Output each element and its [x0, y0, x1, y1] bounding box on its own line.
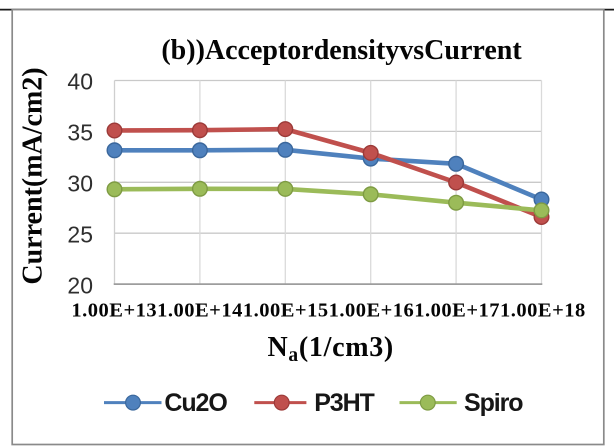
svg-text:Current(mA/cm2): Current(mA/cm2) [18, 67, 49, 284]
svg-text:Spiro: Spiro [464, 389, 523, 417]
svg-text:25: 25 [67, 221, 93, 247]
svg-text:35: 35 [67, 120, 93, 146]
svg-text:P3HT: P3HT [314, 389, 374, 417]
svg-text:Na(1/cm3): Na(1/cm3) [268, 332, 394, 366]
svg-text:30: 30 [67, 171, 93, 197]
svg-text:20: 20 [67, 272, 93, 298]
svg-text:(b))AcceptordensityvsCurrent: (b))AcceptordensityvsCurrent [161, 35, 522, 66]
svg-text:Cu2O: Cu2O [164, 389, 227, 417]
svg-text:40: 40 [67, 69, 93, 95]
svg-text:1.00E+131.00E+141.00E+151.00E+: 1.00E+131.00E+141.00E+151.00E+161.00E+17… [71, 300, 585, 322]
